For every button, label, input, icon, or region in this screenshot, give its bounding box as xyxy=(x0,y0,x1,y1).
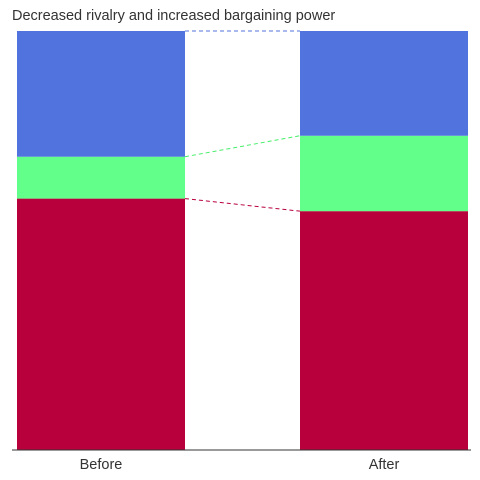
bar-segment-after-3 xyxy=(300,31,468,136)
bar-segment-after-2 xyxy=(300,135,468,212)
bar-stacks xyxy=(17,31,468,450)
bar-segment-before-3 xyxy=(17,31,185,157)
bar-segment-after-1 xyxy=(300,211,468,450)
x-tick-label-before: Before xyxy=(80,457,123,473)
bar-segment-before-1 xyxy=(17,198,185,450)
x-tick-label-after: After xyxy=(369,457,400,473)
x-tick-labels: Before After xyxy=(80,457,400,473)
connector-line-1 xyxy=(184,198,301,212)
connector-lines xyxy=(184,30,301,212)
connector-line-2 xyxy=(184,135,301,158)
chart-title: Decreased rivalry and increased bargaini… xyxy=(12,8,335,24)
bar-segment-before-2 xyxy=(17,156,185,199)
